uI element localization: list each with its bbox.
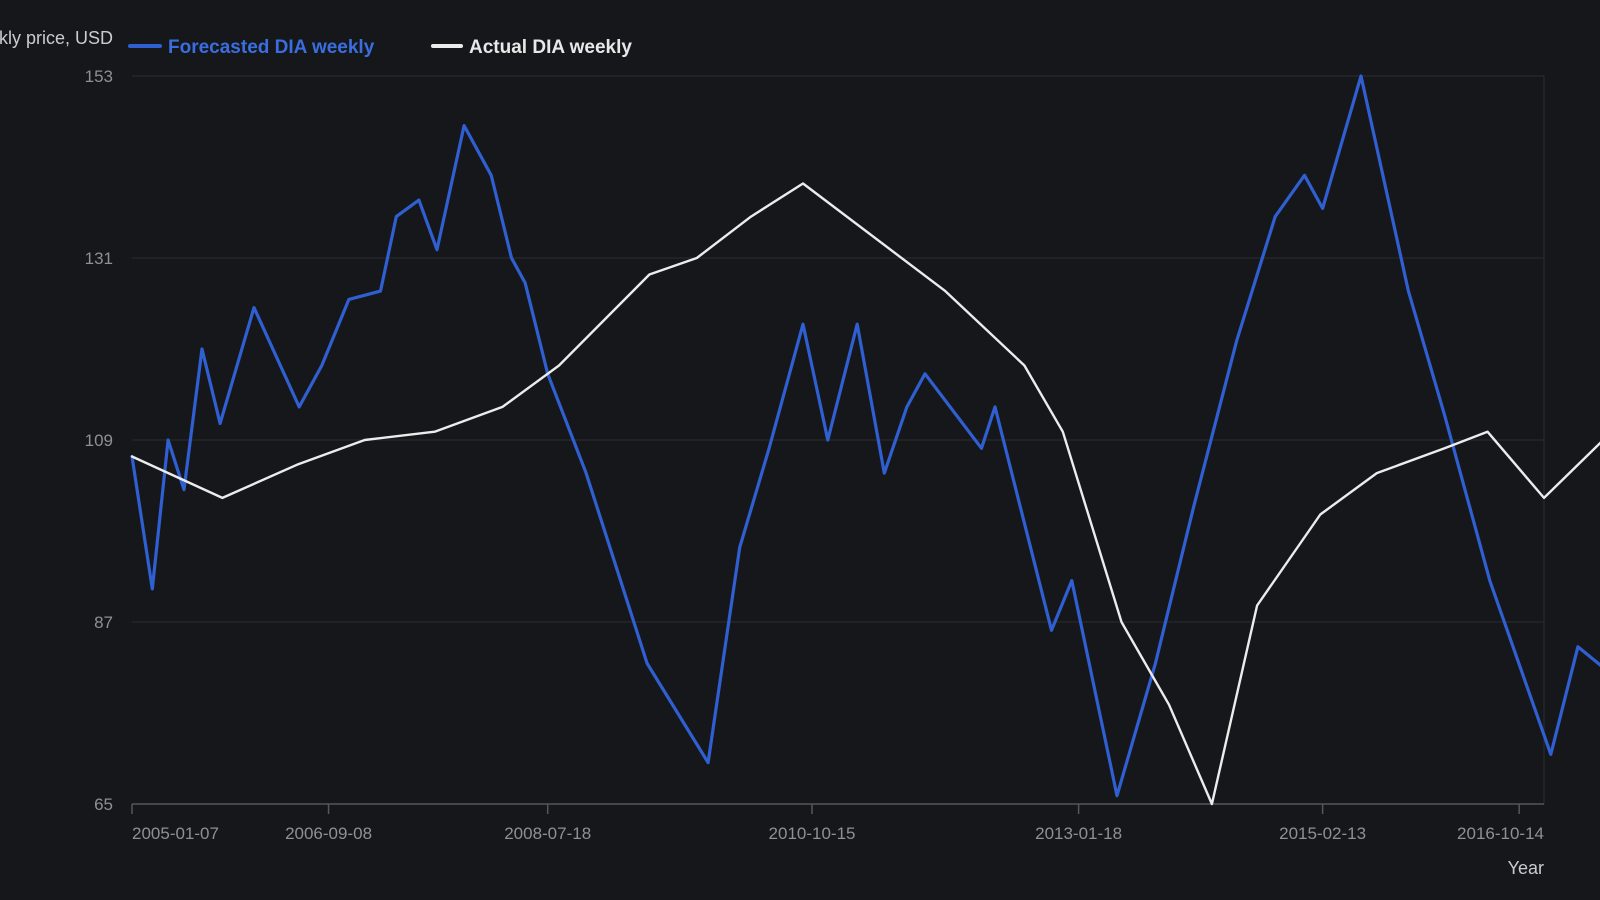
plot-area bbox=[130, 74, 1600, 806]
series-line-forecasted bbox=[130, 74, 1600, 798]
y-tick-label: 109 bbox=[85, 431, 113, 450]
legend: Forecasted DIA weekly Actual DIA weekly bbox=[128, 37, 632, 58]
series-line-actual bbox=[130, 182, 1600, 806]
x-tick-label: 2005-01-07 bbox=[132, 824, 219, 843]
y-tick-label: 153 bbox=[85, 67, 113, 86]
y-tick-label: 65 bbox=[94, 795, 113, 814]
y-axis-title: Weekly price, USD bbox=[0, 28, 113, 48]
x-tick-label: 2010-10-15 bbox=[769, 824, 856, 843]
x-tick-label: 2013-01-18 bbox=[1035, 824, 1122, 843]
x-tick-label: 2016-10-14 bbox=[1457, 824, 1544, 843]
x-tick-label: 2015-02-13 bbox=[1279, 824, 1366, 843]
x-axis: 2005-01-07 2006-09-08 2008-07-18 2010-10-15… bbox=[131, 803, 1544, 843]
y-axis: 153 131 109 87 65 bbox=[85, 67, 113, 814]
legend-item-forecasted[interactable]: Forecasted DIA weekly bbox=[128, 37, 375, 58]
x-tick-label: 2008-07-18 bbox=[504, 824, 591, 843]
legend-label-actual: Actual DIA weekly bbox=[469, 37, 632, 58]
legend-label-forecasted: Forecasted DIA weekly bbox=[168, 37, 375, 58]
y-tick-label: 131 bbox=[85, 249, 113, 268]
x-tick-label: 2006-09-08 bbox=[285, 824, 372, 843]
legend-item-actual[interactable]: Actual DIA weekly bbox=[431, 37, 632, 58]
grid-lines bbox=[132, 75, 1545, 805]
y-tick-label: 87 bbox=[94, 613, 113, 632]
x-axis-title: Year bbox=[1508, 858, 1544, 878]
